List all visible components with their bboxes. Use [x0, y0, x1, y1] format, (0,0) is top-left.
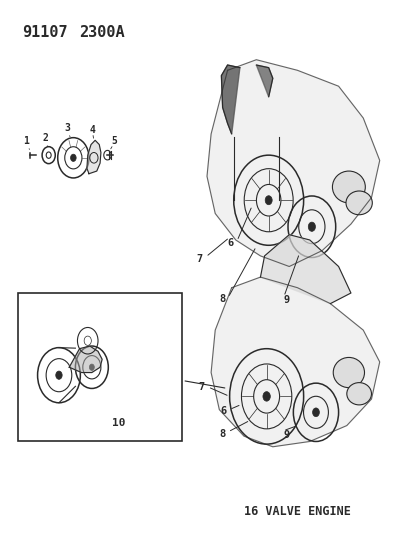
Bar [18, 293, 182, 441]
Text: 2300A: 2300A [79, 25, 125, 41]
Text: 4: 4 [90, 125, 95, 135]
Ellipse shape [346, 383, 370, 405]
Circle shape [312, 408, 318, 417]
Text: 6: 6 [220, 406, 226, 416]
Circle shape [265, 196, 271, 205]
Ellipse shape [332, 358, 363, 387]
Circle shape [56, 371, 62, 379]
Text: 16 VALVE ENGINE: 16 VALVE ENGINE [243, 505, 350, 519]
Text: 7: 7 [196, 254, 202, 263]
Polygon shape [211, 277, 379, 447]
Text: 10: 10 [112, 418, 125, 428]
Text: 9: 9 [282, 430, 289, 440]
Polygon shape [260, 235, 350, 304]
Text: 91107: 91107 [22, 25, 67, 41]
Text: 9: 9 [282, 295, 289, 305]
Polygon shape [256, 65, 272, 97]
Text: 3: 3 [64, 123, 70, 133]
Text: 2: 2 [43, 133, 48, 143]
Text: 5: 5 [112, 136, 117, 146]
Text: 8: 8 [219, 294, 225, 304]
Text: 8: 8 [219, 429, 225, 439]
Ellipse shape [345, 191, 371, 215]
Circle shape [308, 222, 315, 231]
Text: 7: 7 [198, 382, 204, 392]
Text: 6: 6 [227, 238, 233, 248]
Polygon shape [87, 140, 101, 174]
Polygon shape [206, 60, 379, 266]
Ellipse shape [332, 171, 364, 203]
Circle shape [89, 364, 94, 370]
Circle shape [262, 392, 270, 401]
Polygon shape [221, 65, 239, 134]
Text: 1: 1 [23, 136, 29, 146]
Polygon shape [69, 346, 102, 373]
Circle shape [70, 154, 76, 161]
